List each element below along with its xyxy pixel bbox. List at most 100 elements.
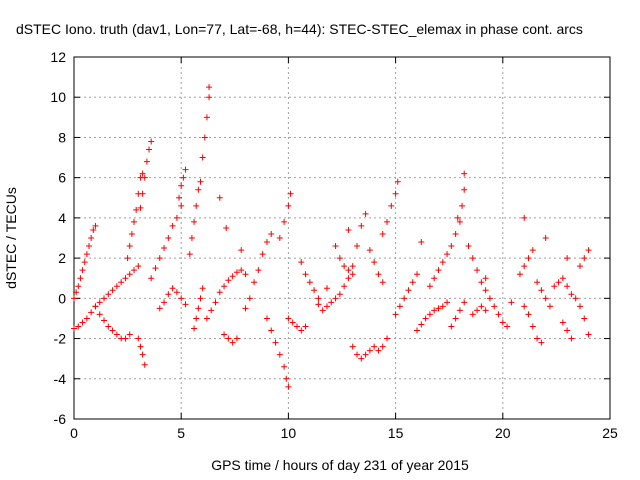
data-point [546,303,553,310]
data-point [585,331,592,338]
y-tick-label: 12 [50,49,66,65]
data-point [534,279,541,286]
data-point [306,279,313,286]
data-point [555,279,562,286]
data-point [495,311,502,318]
data-point [538,339,545,346]
data-point [101,317,108,324]
data-point [105,291,112,298]
y-tick-labels: -6 -4 -2 0 2 4 6 8 10 12 [50,49,66,427]
data-point [409,279,416,286]
data-point [461,186,468,193]
data-point [444,251,451,258]
data-point [126,331,133,338]
data-point [221,283,228,290]
data-point [302,323,309,330]
data-point [379,279,386,286]
data-point [405,287,412,294]
data-point [448,243,455,250]
y-tick-label: -2 [54,331,67,347]
data-point [287,190,294,197]
data-point [124,255,131,262]
data-point [525,311,532,318]
data-point [126,243,133,250]
data-point [156,255,163,262]
axis-ticks [73,56,611,420]
y-tick-label: 4 [58,210,66,226]
data-point [88,235,95,241]
plot-frame [73,56,611,420]
data-point [444,299,451,306]
data-point [276,235,283,241]
data-point [542,295,549,302]
data-point [285,202,292,209]
data-point [197,178,204,185]
x-tick-label: 10 [281,425,297,441]
x-tick-label: 5 [177,425,185,441]
data-point [516,271,523,278]
data-point [122,335,129,342]
data-point [345,275,352,282]
data-point [478,279,485,286]
data-point [366,247,373,254]
y-tick-label: -4 [54,371,67,387]
data-point [482,307,489,314]
data-point [499,319,506,326]
data-point [263,239,270,246]
data-point [551,283,558,290]
data-point [208,307,215,314]
data-point [525,255,532,262]
data-point [452,315,459,322]
data-point [86,243,93,250]
data-point [435,267,442,274]
data-point [180,174,187,181]
data-point [229,273,236,280]
data-point [293,323,300,330]
data-point [81,259,88,266]
data-point [298,259,305,266]
data-point [71,295,77,302]
data-point [92,303,99,310]
data-point [289,319,296,326]
data-point [141,361,148,368]
data-point [233,335,240,342]
data-point [83,251,90,258]
data-point [285,383,292,390]
data-point [113,331,120,338]
data-point [169,222,176,229]
data-points [71,84,592,390]
data-point [96,299,103,306]
data-point [79,319,86,326]
data-point [143,158,150,165]
data-point [188,235,195,241]
data-point [191,325,198,332]
data-point [186,251,193,258]
y-axis-label: dSTEC / TECUs [3,187,19,289]
data-point [238,267,245,274]
data-point [315,301,322,308]
data-point [246,295,253,302]
data-point [418,239,425,246]
data-point [139,351,146,358]
data-point [156,305,163,312]
data-point [362,351,369,358]
data-point [201,134,208,141]
data-point [161,299,168,306]
data-point [216,194,223,201]
data-point [431,307,438,314]
data-point [375,271,382,278]
data-point [418,321,425,328]
data-point [193,202,200,209]
data-point [384,335,391,342]
data-point [456,307,463,314]
data-point [474,267,481,274]
data-point [88,309,95,316]
data-point [456,218,463,225]
data-point [576,303,583,310]
data-point [298,327,305,334]
data-point [521,263,528,270]
data-point [371,259,378,266]
data-point [504,323,511,330]
data-point [128,230,135,237]
